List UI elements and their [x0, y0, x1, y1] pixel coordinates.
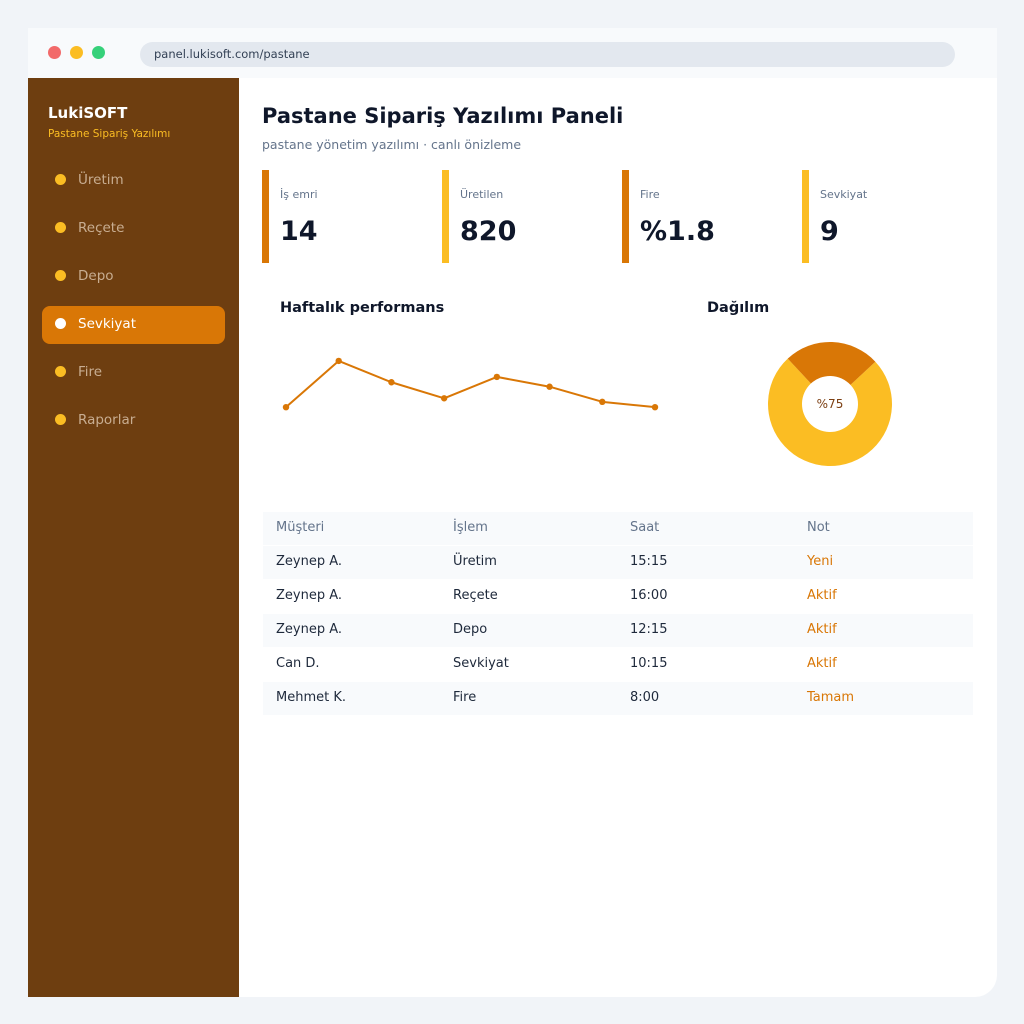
sidebar-item-label: Depo	[78, 268, 114, 284]
header-not: Not	[807, 520, 830, 535]
dot-icon	[55, 222, 66, 233]
kpi-card-fire: Fire %1.8	[622, 170, 782, 263]
cell-not: Tamam	[807, 690, 855, 705]
cell-not: Yeni	[807, 554, 834, 569]
dot-icon	[55, 366, 66, 377]
sidebar-item-recete[interactable]: Reçete	[42, 210, 225, 248]
table-row[interactable]: Zeynep A. Depo 12:15 Aktif	[263, 614, 973, 647]
table-header-row: Müşteri İşlem Saat Not	[263, 512, 973, 545]
page-subtitle: pastane yönetim yazılımı · canlı önizlem…	[262, 137, 522, 152]
minimize-window-button[interactable]	[70, 46, 83, 59]
cell-not: Aktif	[807, 588, 837, 603]
dot-icon	[55, 318, 66, 329]
close-window-button[interactable]	[48, 46, 61, 59]
sidebar-item-label: Raporlar	[78, 412, 136, 428]
table-row[interactable]: Can D. Sevkiyat 10:15 Aktif	[263, 648, 973, 681]
donut-slice	[787, 342, 876, 385]
cell-islem: Sevkiyat	[453, 656, 509, 671]
kpi-card-sevkiyat: Sevkiyat 9	[802, 170, 962, 263]
title-bar: panel.lukisoft.com/pastane	[28, 28, 997, 78]
kpi-value: %1.8	[640, 216, 715, 247]
sidebar-item-label: Sevkiyat	[78, 316, 136, 332]
performance-data-point	[282, 403, 290, 411]
cell-saat: 10:15	[630, 656, 668, 671]
kpi-value: 14	[280, 216, 318, 247]
cell-musteri: Zeynep A.	[276, 588, 343, 603]
cell-saat: 12:15	[630, 622, 668, 637]
kpi-label: Üretilen	[460, 188, 504, 201]
header-saat: Saat	[630, 520, 660, 535]
kpi-card-is-emri: İş emri 14	[262, 170, 422, 263]
distribution-title: Dağılım	[707, 300, 770, 316]
kpi-label: Fire	[640, 188, 660, 201]
kpi-label: İş emri	[280, 188, 318, 201]
cell-saat: 8:00	[630, 690, 660, 705]
cell-islem: Üretim	[453, 554, 497, 569]
performance-data-point	[546, 383, 553, 390]
cell-islem: Reçete	[453, 588, 498, 603]
performance-data-point	[493, 373, 501, 381]
brand-subtitle: Pastane Sipariş Yazılımı	[48, 128, 171, 140]
cell-islem: Depo	[453, 622, 488, 637]
cell-saat: 16:00	[630, 588, 668, 603]
cell-musteri: Can D.	[276, 656, 320, 671]
cell-saat: 15:15	[630, 554, 668, 569]
sidebar-item-label: Üretim	[78, 172, 124, 188]
performance-data-point	[388, 379, 395, 386]
cell-not: Aktif	[807, 656, 837, 671]
sidebar-item-depo[interactable]: Depo	[42, 258, 225, 296]
performance-data-point	[440, 395, 448, 402]
cell-musteri: Mehmet K.	[276, 690, 347, 705]
sidebar: LukiSOFT Pastane Sipariş Yazılımı Üretim…	[28, 78, 239, 997]
cell-islem: Fire	[453, 690, 477, 705]
performance-data-point	[335, 357, 342, 365]
dot-icon	[55, 414, 66, 425]
sidebar-item-raporlar[interactable]: Raporlar	[42, 402, 225, 440]
sidebar-item-fire[interactable]: Fire	[42, 354, 225, 392]
address-bar[interactable]: panel.lukisoft.com/pastane	[140, 42, 955, 67]
maximize-window-button[interactable]	[92, 46, 105, 59]
kpi-card-uretilen: Üretilen 820	[442, 170, 602, 263]
table-row[interactable]: Zeynep A. Reçete 16:00 Aktif	[263, 580, 973, 613]
sidebar-item-uretim[interactable]: Üretim	[42, 162, 225, 200]
sidebar-item-sevkiyat[interactable]: Sevkiyat	[42, 306, 225, 344]
distribution-donut-chart: %75	[768, 342, 892, 466]
cell-musteri: Zeynep A.	[276, 622, 343, 637]
donut-slice	[768, 358, 892, 466]
kpi-value: 820	[460, 216, 517, 247]
table-row[interactable]: Mehmet K. Fire 8:00 Tamam	[263, 682, 973, 715]
browser-window: panel.lukisoft.com/pastane LukiSOFT Past…	[28, 28, 997, 997]
performance-title: Haftalık performans	[280, 300, 445, 316]
header-musteri: Müşteri	[276, 520, 325, 535]
kpi-value: 9	[820, 216, 839, 247]
kpi-label: Sevkiyat	[820, 188, 868, 201]
performance-data-point	[651, 403, 659, 411]
brand-name: LukiSOFT	[48, 104, 128, 122]
sidebar-item-label: Reçete	[78, 220, 125, 236]
dot-icon	[55, 174, 66, 185]
table-row[interactable]: Zeynep A. Üretim 15:15 Yeni	[263, 546, 973, 579]
performance-data-point	[599, 398, 606, 406]
cell-musteri: Zeynep A.	[276, 554, 343, 569]
dot-icon	[55, 270, 66, 281]
cell-not: Aktif	[807, 622, 837, 637]
sidebar-item-label: Fire	[78, 364, 103, 380]
donut-center-label: %75	[817, 397, 844, 411]
performance-series-line	[285, 359, 656, 409]
header-islem: İşlem	[453, 520, 488, 535]
performance-line-chart	[282, 357, 659, 411]
page-title: Pastane Sipariş Yazılımı Paneli	[262, 104, 624, 128]
